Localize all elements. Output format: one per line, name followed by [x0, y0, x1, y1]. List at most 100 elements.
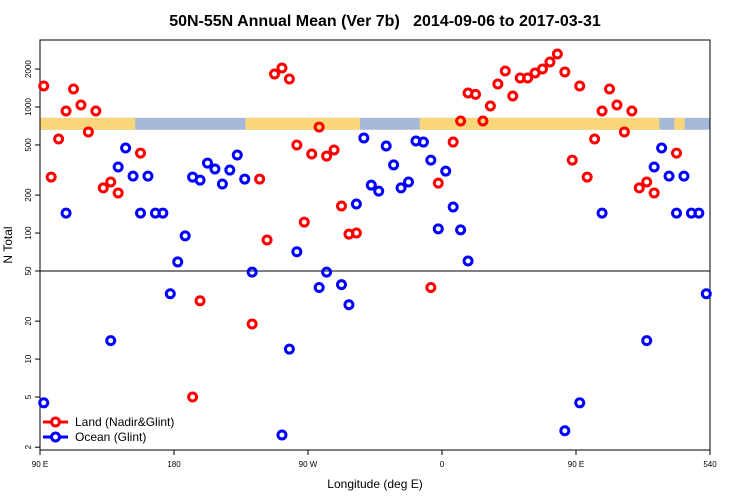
- data-point: [336, 200, 347, 212]
- data-point: [671, 207, 682, 219]
- data-point: [269, 68, 280, 80]
- data-point: [60, 105, 72, 117]
- data-point: [678, 170, 690, 182]
- data-point: [82, 126, 94, 138]
- data-point: [321, 150, 333, 162]
- data-point: [470, 88, 481, 100]
- data-point: [276, 62, 288, 74]
- data-point: [246, 318, 258, 330]
- data-point: [254, 173, 266, 185]
- x-tick-label: 180: [167, 460, 181, 469]
- y-tick-label: 2000: [24, 60, 33, 78]
- data-point: [648, 187, 660, 199]
- data-point: [604, 83, 615, 95]
- data-point: [455, 115, 467, 127]
- x-axis-label: Longitude (deg E): [327, 477, 422, 491]
- data-point: [358, 132, 370, 144]
- data-point: [187, 391, 199, 403]
- y-tick-label: 100: [24, 226, 33, 240]
- data-point: [537, 63, 548, 75]
- data-point: [350, 198, 362, 210]
- data-point: [306, 148, 318, 160]
- data-point: [425, 154, 437, 166]
- data-point: [328, 144, 340, 156]
- data-point: [432, 223, 444, 235]
- y-tick-label: 1000: [24, 98, 33, 116]
- data-point: [596, 105, 608, 117]
- x-tick-label: 90 W: [299, 460, 318, 469]
- data-point: [321, 266, 333, 278]
- data-point: [559, 425, 571, 437]
- data-point: [105, 176, 117, 188]
- data-point: [135, 207, 146, 219]
- data-point: [135, 147, 146, 159]
- data-point: [373, 185, 385, 197]
- data-point: [447, 201, 459, 213]
- data-point: [261, 234, 273, 246]
- data-point: [641, 176, 653, 188]
- data-point: [656, 142, 668, 154]
- data-point: [172, 256, 184, 268]
- data-point: [343, 299, 355, 311]
- data-point: [388, 159, 400, 171]
- data-point: [641, 335, 653, 347]
- y-tick-label: 20: [24, 316, 33, 325]
- data-point: [447, 136, 459, 148]
- y-tick-label: 200: [24, 188, 33, 202]
- legend-label: Ocean (Glint): [75, 430, 146, 444]
- data-point: [112, 187, 124, 199]
- chart-title: 50N-55N Annual Mean (Ver 7b) 2014-09-06 …: [169, 13, 601, 30]
- data-point: [663, 170, 675, 182]
- data-point: [507, 90, 519, 102]
- data-point: [231, 149, 243, 161]
- data-point: [626, 105, 638, 117]
- data-point: [440, 165, 452, 177]
- data-point: [380, 140, 392, 152]
- y-tick-label: 2: [24, 444, 33, 449]
- land-band: [40, 117, 136, 130]
- legend-label: Land (Nadir&Glint): [75, 415, 174, 429]
- data-point: [127, 170, 139, 182]
- data-point: [202, 157, 213, 169]
- data-point: [209, 163, 221, 175]
- land-band: [674, 117, 685, 130]
- x-tick-label: 90 E: [568, 460, 584, 469]
- data-point: [38, 397, 50, 409]
- data-point: [179, 230, 191, 242]
- data-point: [120, 142, 132, 154]
- data-point: [633, 182, 645, 194]
- data-point: [648, 161, 660, 173]
- data-point: [246, 266, 258, 278]
- data-point: [432, 177, 444, 189]
- ocean-band: [40, 117, 710, 130]
- y-tick-label: 50: [24, 266, 33, 275]
- data-point: [224, 164, 236, 176]
- data-point: [283, 73, 295, 85]
- x-tick-label: 90 E: [32, 460, 48, 469]
- land-band: [419, 117, 660, 130]
- data-point: [581, 171, 593, 183]
- data-point: [618, 126, 630, 138]
- data-point: [462, 255, 474, 267]
- x-tick-label: 0: [440, 460, 445, 469]
- data-point: [455, 224, 467, 236]
- data-point: [559, 66, 571, 78]
- data-point: [574, 80, 586, 92]
- data-point: [566, 154, 578, 166]
- data-point: [38, 80, 50, 92]
- data-point: [671, 147, 682, 159]
- land-band: [245, 117, 361, 130]
- data-point: [97, 182, 109, 194]
- data-point: [336, 279, 347, 291]
- data-point: [544, 56, 556, 68]
- data-point: [276, 429, 288, 441]
- data-point: [522, 72, 534, 84]
- data-point: [194, 295, 206, 307]
- data-point: [611, 99, 623, 111]
- data-point: [492, 78, 504, 90]
- data-point: [291, 139, 303, 151]
- plot-frame: [39, 39, 711, 451]
- legend-marker: [50, 416, 61, 428]
- data-point: [68, 83, 79, 95]
